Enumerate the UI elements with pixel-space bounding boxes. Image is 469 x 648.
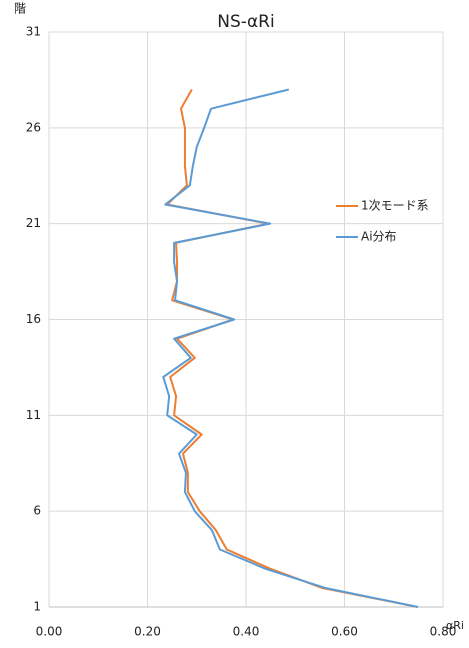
- legend-label: Ai分布: [361, 230, 397, 244]
- x-tick-label: 0.80: [430, 625, 457, 639]
- x-axis-label: αRi: [446, 619, 464, 632]
- x-tick-label: 0.60: [331, 625, 358, 639]
- y-axis-label: 階: [14, 1, 26, 16]
- chart-title: NS-αRi: [217, 12, 274, 32]
- x-tick-label: 0.20: [134, 625, 161, 639]
- legend-label: 1次モード系: [361, 199, 429, 213]
- y-tick-label: 21: [26, 216, 41, 230]
- series-line: [166, 89, 419, 608]
- x-tick-label: 0.00: [36, 625, 63, 639]
- y-tick-label: 11: [26, 408, 41, 422]
- y-tick-label: 26: [26, 120, 41, 134]
- y-tick-label: 16: [26, 312, 41, 326]
- y-tick-label: 1: [33, 600, 41, 614]
- y-tick-label: 31: [26, 25, 41, 39]
- x-tick-label: 0.40: [233, 625, 260, 639]
- series-line: [162, 88, 419, 608]
- y-tick-label: 6: [33, 504, 41, 518]
